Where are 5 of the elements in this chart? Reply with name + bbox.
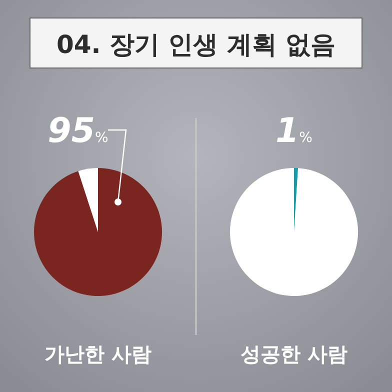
chart-title: 04. 장기 인생 계획 없음 xyxy=(56,30,336,59)
text: 성공한 사람 xyxy=(240,342,348,366)
data-label: 1% xyxy=(276,111,312,151)
text: 가난한 사람 xyxy=(44,342,152,366)
data-label: 95% xyxy=(48,111,108,151)
